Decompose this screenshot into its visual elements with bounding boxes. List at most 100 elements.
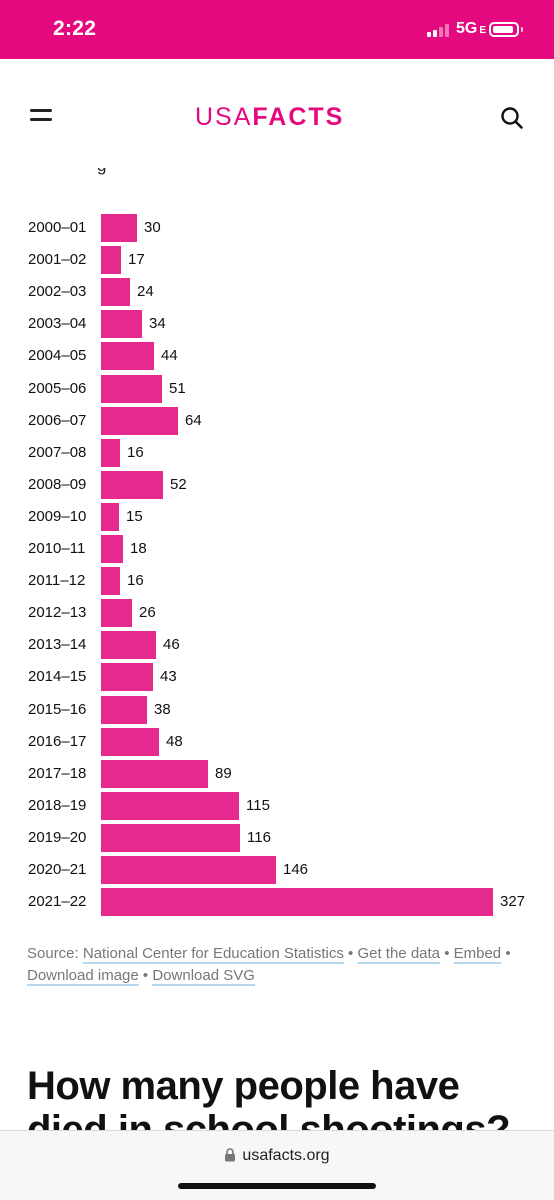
download-image-link[interactable]: Download image — [27, 967, 139, 986]
value-label: 146 — [283, 861, 309, 878]
category-label: 2017–18 — [28, 764, 87, 782]
category-label: 2016–17 — [28, 732, 87, 750]
bar[interactable] — [101, 727, 159, 756]
bar[interactable] — [101, 470, 163, 499]
network-suffix: E — [479, 25, 487, 36]
value-label: 89 — [215, 764, 232, 782]
chart-row: 2015–16 38 — [0, 694, 554, 726]
status-bar: 2:22 5G E — [0, 0, 554, 59]
category-label: 2007–08 — [28, 443, 87, 461]
chart-row: 2012–13 26 — [0, 597, 554, 629]
category-label: 2006–07 — [28, 411, 87, 429]
bar[interactable] — [101, 856, 276, 884]
usafacts-logo[interactable]: USAFACTS — [195, 103, 344, 132]
get-data-link[interactable]: Get the data — [357, 945, 441, 964]
battery-level — [493, 26, 513, 33]
value-label: 34 — [149, 315, 166, 333]
bar[interactable] — [101, 599, 132, 628]
bar[interactable] — [101, 535, 123, 563]
bar[interactable] — [101, 502, 119, 531]
bar[interactable] — [101, 342, 154, 371]
bar[interactable] — [101, 663, 153, 692]
category-label: 2004–05 — [28, 347, 87, 365]
category-label: 2001–02 — [28, 251, 87, 269]
value-label: 30 — [144, 219, 161, 236]
category-label: 2020–21 — [28, 861, 87, 878]
menu-icon[interactable] — [28, 106, 54, 124]
value-label: 64 — [185, 411, 202, 429]
chart-row: 2016–17 48 — [0, 726, 554, 758]
value-label: 327 — [500, 893, 526, 911]
chart-row: 2019–20 116 — [0, 822, 554, 854]
logo-light-text: USA — [195, 103, 253, 131]
battery-nub — [521, 27, 523, 32]
search-icon[interactable] — [499, 105, 525, 131]
value-label: 51 — [169, 379, 186, 397]
bar[interactable] — [101, 695, 147, 724]
clipped-subtitle: g — [73, 168, 133, 180]
address-bar[interactable]: usafacts.org — [0, 1147, 554, 1165]
value-label: 116 — [247, 828, 271, 846]
value-label: 17 — [128, 251, 145, 269]
bar[interactable] — [101, 791, 239, 820]
chart-row: 2003–04 34 — [0, 308, 554, 340]
bar[interactable] — [101, 374, 162, 403]
chart-row: 2007–08 16 — [0, 437, 554, 469]
chart-row: 2008–09 52 — [0, 469, 554, 501]
download-svg-link[interactable]: Download SVG — [152, 967, 255, 986]
chart-row: 2013–14 46 — [0, 629, 554, 661]
chart-row: 2020–21 146 — [0, 854, 554, 886]
bar[interactable] — [101, 631, 156, 660]
chart-row: 2021–22 327 — [0, 886, 554, 918]
network-indicator: 5G E — [456, 20, 486, 38]
chart-row: 2001–02 17 — [0, 244, 554, 276]
category-label: 2000–01 — [28, 219, 87, 236]
chart-row: 2002–03 24 — [0, 276, 554, 308]
category-label: 2005–06 — [28, 379, 87, 397]
value-label: 52 — [170, 475, 187, 493]
bar[interactable] — [101, 888, 493, 917]
category-label: 2003–04 — [28, 315, 87, 333]
category-label: 2013–14 — [28, 636, 87, 654]
chart-row: 2018–19 115 — [0, 790, 554, 822]
value-label: 18 — [130, 540, 147, 557]
embed-link[interactable]: Embed — [453, 945, 502, 964]
value-label: 46 — [163, 636, 180, 654]
bar[interactable] — [101, 567, 120, 596]
separator: • — [348, 945, 354, 962]
bar[interactable] — [101, 246, 121, 275]
network-label: 5G — [456, 20, 478, 37]
chart-row: 2000–01 30 — [0, 212, 554, 244]
category-label: 2021–22 — [28, 893, 87, 911]
chart-row: 2014–15 43 — [0, 661, 554, 693]
bar[interactable] — [101, 214, 137, 242]
chart-row: 2005–06 51 — [0, 373, 554, 405]
category-label: 2015–16 — [28, 700, 87, 718]
bar[interactable] — [101, 438, 120, 467]
nces-link[interactable]: National Center for Education Statistics — [82, 945, 344, 964]
value-label: 115 — [246, 796, 270, 814]
chart-row: 2017–18 89 — [0, 758, 554, 790]
bar[interactable] — [101, 310, 142, 339]
bar[interactable] — [101, 406, 178, 435]
source-prefix: Source: — [27, 945, 79, 962]
status-time: 2:22 — [53, 17, 97, 40]
value-label: 24 — [137, 283, 154, 301]
home-indicator — [178, 1183, 376, 1189]
chart-row: 2011–12 16 — [0, 565, 554, 597]
value-label: 44 — [161, 347, 178, 365]
chart-row: 2009–10 15 — [0, 501, 554, 533]
bar-chart: 2000–01 30 2001–02 17 2002–03 24 2003–04 34 2004… — [0, 200, 554, 930]
bar[interactable] — [101, 823, 240, 852]
category-label: 2019–20 — [28, 828, 87, 846]
category-label: 2012–13 — [28, 604, 87, 622]
logo-bold-text: FACTS — [252, 103, 345, 131]
bar[interactable] — [101, 278, 130, 307]
bar[interactable] — [101, 759, 208, 788]
category-label: 2009–10 — [28, 507, 87, 525]
chart-row: 2006–07 64 — [0, 405, 554, 437]
separator: • — [142, 967, 149, 984]
value-label: 15 — [126, 507, 143, 525]
category-label: 2011–12 — [28, 572, 86, 590]
